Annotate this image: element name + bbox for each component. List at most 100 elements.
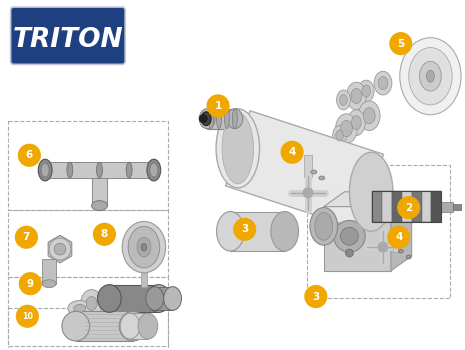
Ellipse shape <box>352 116 361 130</box>
Ellipse shape <box>225 109 229 128</box>
Ellipse shape <box>340 120 352 137</box>
Ellipse shape <box>86 296 97 310</box>
Polygon shape <box>391 192 412 271</box>
Ellipse shape <box>201 112 211 126</box>
Bar <box>412 191 422 222</box>
Text: 8: 8 <box>101 229 108 239</box>
Ellipse shape <box>340 94 347 105</box>
Ellipse shape <box>232 109 237 128</box>
Ellipse shape <box>406 255 411 259</box>
FancyBboxPatch shape <box>230 211 285 251</box>
Circle shape <box>16 306 38 327</box>
Ellipse shape <box>74 304 86 312</box>
Ellipse shape <box>332 126 346 145</box>
Ellipse shape <box>319 176 325 180</box>
Ellipse shape <box>119 312 147 341</box>
Ellipse shape <box>217 109 221 128</box>
Bar <box>7 210 168 277</box>
Text: 10: 10 <box>22 312 33 321</box>
FancyBboxPatch shape <box>76 312 133 341</box>
Ellipse shape <box>54 243 66 255</box>
Text: 1: 1 <box>214 101 222 111</box>
Ellipse shape <box>315 212 332 240</box>
Ellipse shape <box>359 101 380 131</box>
Text: 5: 5 <box>397 38 405 49</box>
Ellipse shape <box>409 48 452 105</box>
Circle shape <box>207 95 229 117</box>
Ellipse shape <box>68 300 92 316</box>
Circle shape <box>398 197 419 218</box>
Bar <box>7 277 168 348</box>
Bar <box>392 191 402 222</box>
Circle shape <box>303 188 313 198</box>
Text: 7: 7 <box>23 232 30 242</box>
Bar <box>304 155 312 177</box>
Bar <box>453 204 461 210</box>
Ellipse shape <box>419 61 441 91</box>
Ellipse shape <box>209 109 213 128</box>
Circle shape <box>340 228 359 245</box>
Ellipse shape <box>42 280 56 288</box>
Ellipse shape <box>347 110 365 135</box>
Ellipse shape <box>98 285 121 312</box>
Ellipse shape <box>359 80 374 102</box>
Ellipse shape <box>67 162 73 178</box>
Ellipse shape <box>217 211 244 251</box>
Ellipse shape <box>150 163 158 177</box>
Ellipse shape <box>222 113 253 184</box>
Ellipse shape <box>349 152 393 231</box>
Circle shape <box>234 218 256 240</box>
Circle shape <box>388 226 410 248</box>
Ellipse shape <box>374 71 392 95</box>
Ellipse shape <box>164 287 181 310</box>
Bar <box>92 178 107 205</box>
Ellipse shape <box>227 109 243 128</box>
Polygon shape <box>226 111 384 229</box>
Bar <box>422 191 432 222</box>
Bar <box>141 273 147 287</box>
Ellipse shape <box>92 201 107 211</box>
Polygon shape <box>48 235 72 263</box>
Bar <box>42 259 56 284</box>
Circle shape <box>390 33 412 55</box>
FancyBboxPatch shape <box>130 313 148 339</box>
Ellipse shape <box>310 208 338 245</box>
Polygon shape <box>324 192 412 206</box>
Circle shape <box>93 223 115 245</box>
Bar <box>372 191 382 222</box>
Ellipse shape <box>426 70 434 82</box>
Ellipse shape <box>128 226 160 268</box>
Ellipse shape <box>400 38 461 115</box>
Text: 3: 3 <box>241 224 248 234</box>
FancyBboxPatch shape <box>207 109 235 128</box>
Ellipse shape <box>126 162 132 178</box>
Ellipse shape <box>199 109 215 128</box>
Polygon shape <box>324 206 391 271</box>
Circle shape <box>199 115 207 122</box>
Circle shape <box>333 220 365 252</box>
Bar <box>45 162 154 178</box>
Ellipse shape <box>362 85 371 97</box>
Bar <box>402 191 412 222</box>
Bar <box>307 165 450 299</box>
Circle shape <box>20 273 41 295</box>
Ellipse shape <box>147 285 171 312</box>
Ellipse shape <box>216 109 259 188</box>
Ellipse shape <box>399 249 403 253</box>
Ellipse shape <box>346 82 366 110</box>
Ellipse shape <box>147 159 161 181</box>
Text: 4: 4 <box>288 147 296 157</box>
FancyBboxPatch shape <box>109 285 159 312</box>
Bar <box>7 308 168 346</box>
Ellipse shape <box>97 162 102 178</box>
Ellipse shape <box>351 88 362 104</box>
Circle shape <box>19 145 40 166</box>
Ellipse shape <box>38 159 52 181</box>
FancyBboxPatch shape <box>11 7 125 64</box>
Ellipse shape <box>336 114 357 144</box>
Ellipse shape <box>336 130 343 141</box>
Circle shape <box>378 242 388 252</box>
Bar <box>7 121 168 210</box>
Bar <box>393 234 400 252</box>
Ellipse shape <box>311 170 317 174</box>
